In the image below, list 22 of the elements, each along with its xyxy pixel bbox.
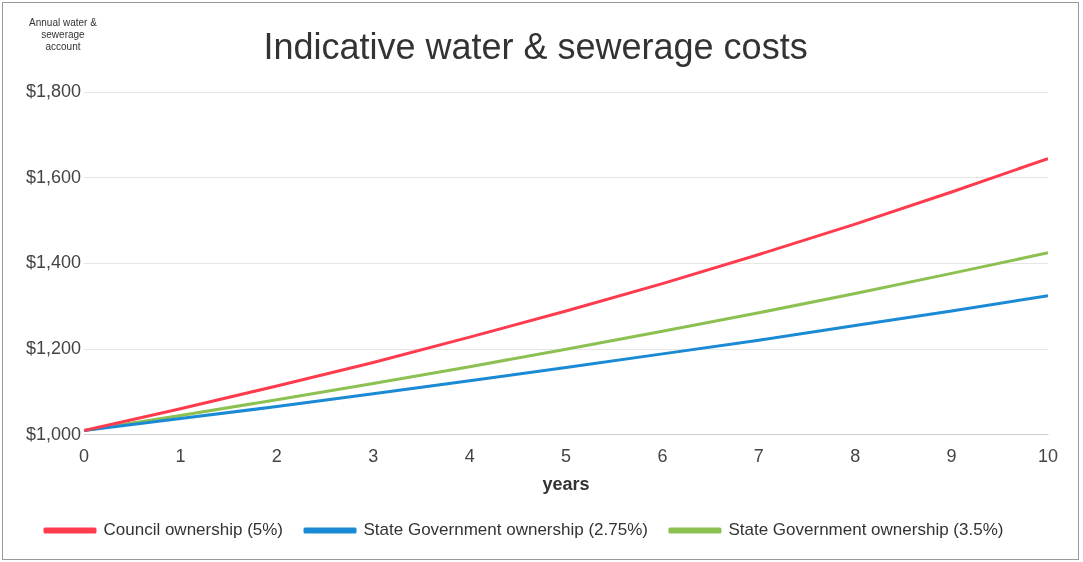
x-tick-label: 6 bbox=[657, 445, 668, 466]
x-tick-label: 5 bbox=[561, 445, 572, 466]
x-tick-label: 2 bbox=[271, 445, 282, 466]
x-axis-title: years bbox=[542, 474, 590, 495]
x-tick-label: 1 bbox=[175, 445, 186, 466]
y-tick-label: $1,000 bbox=[25, 423, 82, 444]
x-tick-label: 10 bbox=[1037, 445, 1059, 466]
y-tick-label: $1,600 bbox=[25, 166, 82, 187]
legend-label: State Government ownership (3.5%) bbox=[728, 520, 1004, 540]
x-tick-label: 3 bbox=[368, 445, 379, 466]
x-tick-label: 8 bbox=[850, 445, 861, 466]
x-tick-label: 4 bbox=[464, 445, 475, 466]
y-axis-title: Annual water & sewerage account bbox=[28, 17, 98, 53]
legend-label: Council ownership (5%) bbox=[103, 520, 284, 540]
y-tick-label: $1,800 bbox=[25, 81, 82, 102]
y-tick-label: $1,200 bbox=[25, 338, 82, 359]
legend-label: State Government ownership (2.75%) bbox=[363, 520, 648, 540]
chart-title: Indicative water & sewerage costs bbox=[263, 25, 808, 67]
x-tick-label: 9 bbox=[946, 445, 957, 466]
x-tick-label: 7 bbox=[753, 445, 764, 466]
x-tick-label: 0 bbox=[79, 445, 90, 466]
y-tick-label: $1,400 bbox=[25, 252, 82, 273]
